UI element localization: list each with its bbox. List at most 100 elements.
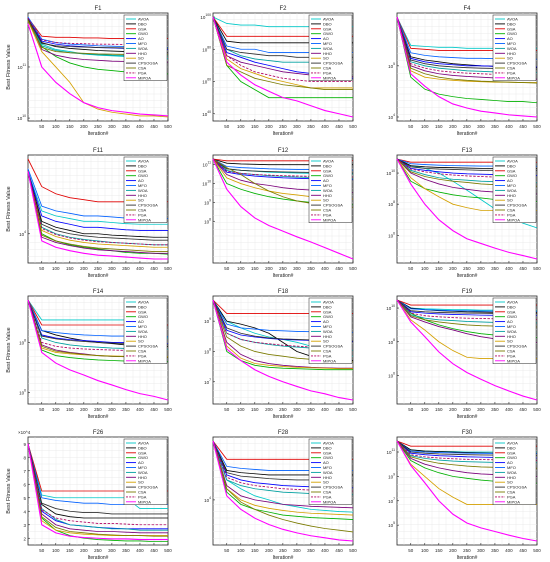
legend-label: AO	[507, 319, 513, 324]
x-tick-label: 450	[335, 124, 343, 129]
x-tick-label: 200	[449, 548, 457, 553]
legend-box	[123, 14, 168, 81]
x-tick-label: 250	[94, 548, 102, 553]
x-tick-label: 100	[237, 548, 245, 553]
legend-label: AO	[138, 178, 144, 183]
legend-label: HHO	[323, 334, 332, 339]
x-tick-label: 50	[224, 407, 230, 412]
legend-label: GSA	[138, 26, 147, 31]
series-line-pga	[27, 171, 168, 246]
legend-label: MFO	[323, 183, 332, 188]
legend-label: MIPOA	[323, 217, 336, 222]
y-tick-label: 1060	[202, 78, 211, 85]
x-axis-label: Iteration#	[88, 414, 109, 420]
legend-label: PGA	[323, 353, 332, 358]
y-tick-label: 106	[388, 371, 395, 378]
series-line-woa	[27, 171, 168, 246]
panel-f19: F19 50 100 150 200 250 300 350 400 450 500 Iteratio…	[386, 289, 541, 420]
x-tick-label: 300	[477, 124, 485, 129]
legend: AVOADBOGSAGWOAOMFOWOAHHOSOCPSOGSACSAPGAM…	[308, 14, 353, 81]
legend-label: WOA	[507, 188, 517, 193]
series-line-csa	[27, 443, 168, 537]
series-line-mipoa	[27, 23, 169, 117]
legend-label: PGA	[138, 212, 147, 217]
legend-label: MFO	[323, 324, 332, 329]
legend-box	[123, 297, 168, 364]
legend: AVOADBOGSAGWOAOMFOWOAHHOSOCPSOGSACSAPGAM…	[308, 438, 353, 505]
x-tick-label: 50	[39, 548, 45, 553]
series-line-so	[27, 20, 169, 118]
y-tick-label: 104	[204, 496, 211, 503]
x-tick-label: 450	[150, 548, 158, 553]
x-tick-label: 300	[293, 407, 301, 412]
panel-f14: F14 50 100 150 200 250 300 350 400 450 500 Iteratio…	[6, 289, 172, 420]
x-tick-label: 350	[122, 266, 130, 271]
x-tick-label: 150	[435, 124, 443, 129]
series-line-hho	[27, 443, 168, 534]
x-axis-label: Iteration#	[273, 414, 294, 420]
legend-label: PGA	[323, 494, 332, 499]
legend-label: MIPOA	[507, 217, 520, 222]
x-tick-label: 150	[435, 548, 443, 553]
series-line-so	[212, 440, 354, 516]
x-axis-label: Iteration#	[457, 131, 478, 137]
legend-box	[492, 297, 537, 364]
y-tick-label: 6	[23, 482, 26, 487]
x-tick-label: 400	[136, 124, 144, 129]
legend-label: MFO	[138, 465, 147, 470]
x-tick-label: 450	[150, 266, 158, 271]
x-tick-label: 350	[122, 124, 130, 129]
legend-label: SO	[138, 480, 144, 485]
panel-title: F30	[462, 430, 473, 436]
panel-f12: F12 50 100 150 200 250 300 350 400 450 500 Iteratio…	[202, 148, 357, 279]
series-line-hho	[212, 440, 354, 509]
legend-label: SO	[507, 480, 513, 485]
panel-title: F13	[462, 148, 473, 154]
series-line-pga	[396, 440, 538, 461]
x-tick-label: 200	[265, 407, 273, 412]
legend: AVOADBOGSAGWOAOMFOWOAHHOSOCPSOGSACSAPGAM…	[492, 438, 537, 505]
legend-label: MIPOA	[507, 358, 520, 363]
x-tick-label: 300	[477, 548, 485, 553]
legend-label: PGA	[507, 212, 516, 217]
series-line-so	[212, 16, 353, 89]
y-tick-label: 106	[19, 388, 26, 395]
legend-label: DBO	[323, 163, 332, 168]
legend-label: CSA	[323, 208, 332, 213]
y-tick-label: 1010	[386, 304, 395, 311]
legend-label: GSA	[323, 309, 332, 314]
legend-label: MIPOA	[323, 499, 336, 504]
series-line-hho	[212, 299, 353, 369]
legend-label: GSA	[323, 168, 332, 173]
legend-label: CPSOGSA	[507, 485, 527, 490]
x-tick-label: 500	[533, 124, 541, 129]
x-axis-label: Iteration#	[273, 131, 294, 137]
legend: AVOADBOGSAGWOAOMFOWOAHHOSOCPSOGSACSAPGAM…	[492, 156, 537, 223]
legend-label: HHO	[507, 334, 516, 339]
x-tick-label: 450	[335, 266, 343, 271]
series-line-dbo	[27, 443, 168, 519]
x-tick-label: 350	[491, 266, 499, 271]
legend-label: DBO	[507, 163, 516, 168]
x-tick-label: 50	[39, 124, 45, 129]
legend-label: AO	[138, 460, 144, 465]
x-tick-label: 200	[80, 266, 88, 271]
panel-f26: F26 50 100 150 200 250 300 350 400 450 500 Iteratio…	[6, 430, 172, 561]
legend-label: MFO	[138, 41, 147, 46]
y-axis-label: Best Fitness Value	[6, 186, 12, 231]
legend-label: MFO	[507, 324, 516, 329]
series-line-mipoa	[27, 443, 168, 541]
series-line-gwo	[212, 440, 354, 520]
x-tick-label: 300	[293, 266, 301, 271]
legend-label: CPSOGSA	[138, 203, 158, 208]
x-tick-label: 400	[505, 266, 513, 271]
grid	[397, 155, 537, 263]
x-tick-label: 150	[251, 407, 259, 412]
panel-f11: F11 50 100 150 200 250 300 350 400 450 500 Iteratio…	[6, 148, 172, 279]
x-tick-label: 200	[449, 266, 457, 271]
legend-label: GSA	[507, 168, 516, 173]
legend-label: AVOA	[507, 441, 518, 446]
x-tick-label: 300	[108, 548, 116, 553]
legend-box	[308, 297, 353, 364]
y-tick-label: 2	[23, 536, 26, 541]
